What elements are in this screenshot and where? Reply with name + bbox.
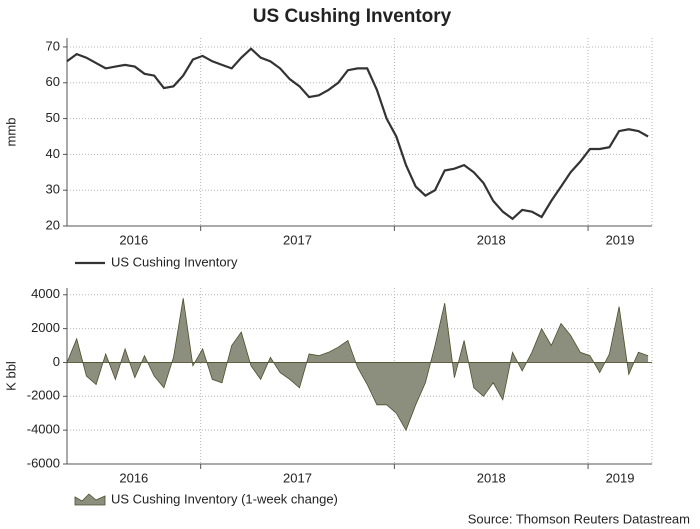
legend-label: US Cushing Inventory (1-week change) [111,491,338,506]
y-axis-label: K bbl [3,361,18,391]
x-tick-label: 2016 [119,232,148,247]
y-tick-label: -6000 [27,455,60,470]
y-tick-label: 2000 [31,320,60,335]
x-tick-label: 2019 [606,470,635,485]
x-tick-label: 2019 [606,232,635,247]
area-fill [67,298,649,431]
y-tick-label: 20 [46,217,60,232]
y-tick-label: 60 [46,74,60,89]
area-series [66,298,649,432]
y-tick-label: -2000 [27,388,60,403]
y-tick-label: 50 [46,110,60,125]
x-tick-label: 2018 [477,470,506,485]
x-tick-label: 2016 [119,470,148,485]
line-series [66,47,649,221]
chart-title: US Cushing Inventory [253,6,452,27]
x-tick-label: 2018 [477,232,506,247]
y-tick-label: 40 [46,146,60,161]
y-tick-label: 0 [53,354,60,369]
x-tick-label: 2017 [283,470,312,485]
legend-swatch [74,493,106,506]
y-axis-label: mmb [3,118,18,147]
y-tick-label: 30 [46,182,60,197]
legend-label: US Cushing Inventory [111,254,238,269]
y-tick-label: -4000 [27,422,60,437]
y-tick-label: 4000 [31,286,60,301]
y-tick-label: 70 [46,38,60,53]
source: Source: Thomson Reuters Datastream [468,511,690,526]
x-tick-label: 2017 [283,232,312,247]
